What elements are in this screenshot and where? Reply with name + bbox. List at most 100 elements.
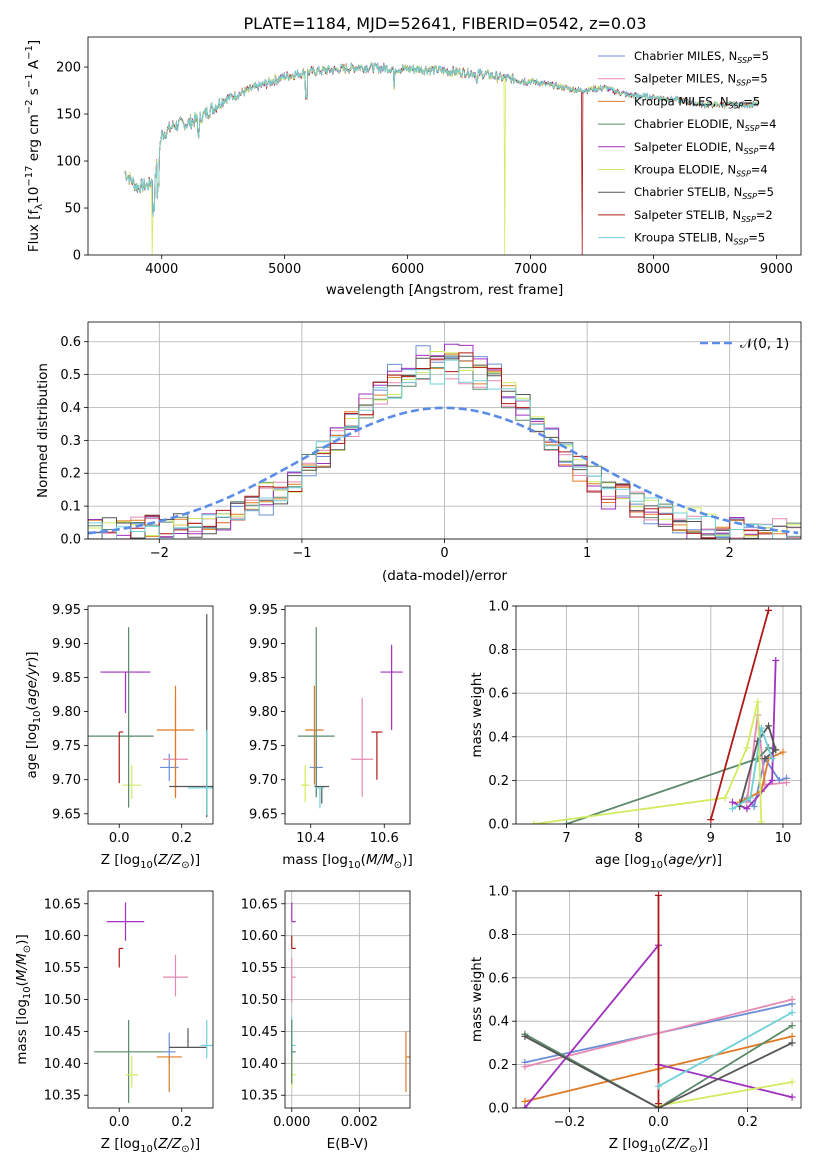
mass_vs_Z-axes: 0.0 0.2 10.35 10.40 10.45 10.50 10.55 10.60 10.6… xyxy=(44,897,192,1130)
weight-marker-KM xyxy=(779,748,787,756)
x-tick-label: 6000 xyxy=(391,262,424,277)
y-axis-label: Normed distribution xyxy=(35,363,51,498)
age_vs_mass-axes: 10.4 10.6 9.65 9.70 9.75 9.80 9.85 9.90 9.95 xyxy=(249,603,399,846)
weight-marker-KS xyxy=(655,1082,662,1090)
weight-marker-KS xyxy=(746,794,754,802)
weight-marker-SE xyxy=(768,776,776,784)
y-tick-label: 0.4 xyxy=(488,1015,509,1030)
x-tick-label: 10.6 xyxy=(370,831,399,846)
mass_vs_EBV-axes: 0.000 0.002 10.35 10.40 10.45 10.50 10.55 10.60… xyxy=(241,891,410,1130)
y-tick-label: 200 xyxy=(56,61,81,76)
x-tick-label: 0.0 xyxy=(109,831,130,846)
weight-marker-CS xyxy=(788,1039,796,1047)
x-tick-label: 0.2 xyxy=(171,1115,192,1130)
y-tick-label: 0.4 xyxy=(488,730,509,745)
x-tick-label: 0.000 xyxy=(273,1115,310,1130)
legend-label-normal: 𝒩(0, 1) xyxy=(740,336,789,352)
weight-marker-CM xyxy=(750,803,758,811)
x-tick-label: 9000 xyxy=(760,262,793,277)
y-tick-label: 0.0 xyxy=(488,818,509,833)
weight-line-CE xyxy=(524,1024,793,1108)
y-tick-label: 0 xyxy=(73,249,81,264)
y-tick-label: 0.8 xyxy=(488,928,509,943)
y-tick-label: 9.80 xyxy=(52,705,81,720)
x-axis-label: (data-model)/error xyxy=(382,568,508,584)
y-tick-label: 9.90 xyxy=(52,637,81,652)
y-axis-label: age [log10(age/yr)] xyxy=(24,651,43,778)
x-axis-label: Z [log10(Z/Z⊙)] xyxy=(101,1136,200,1155)
weight-marker-SE xyxy=(788,1093,796,1101)
y-tick-label: 10.45 xyxy=(44,1025,81,1040)
y-tick-label: 9.75 xyxy=(52,739,81,754)
legend-label-KE: Kroupa ELODIE, NSSP=4 xyxy=(634,163,768,179)
y-tick-label: 9.70 xyxy=(249,773,278,788)
weight-marker-KE xyxy=(757,818,765,824)
legend-label-CM: Chabrier MILES, NSSP=5 xyxy=(634,49,769,65)
weight-marker-SM xyxy=(788,996,796,1003)
y-tick-label: 150 xyxy=(56,108,81,123)
y-tick-label: 0.6 xyxy=(488,971,509,986)
mass_vs_EBV-marks xyxy=(291,902,410,1093)
weight-marker-KE xyxy=(721,794,729,802)
y-tick-label: 10.60 xyxy=(44,929,81,944)
weight-marker-CS xyxy=(772,746,780,754)
weight-marker-SM xyxy=(783,779,791,787)
y-tick-label: 10.40 xyxy=(241,1057,278,1072)
weight-marker-SS xyxy=(655,1100,662,1108)
weight-marker-KM xyxy=(788,1032,796,1040)
y-tick-label: 10.55 xyxy=(241,961,278,976)
y-tick-label: 9.75 xyxy=(249,739,278,754)
x-axis-label: Z [log10(Z/Z⊙)] xyxy=(609,1136,708,1155)
chart-layer: 4000 5000 6000 7000 8000 9000050100150200wave… xyxy=(14,36,802,1155)
weight-marker-SM xyxy=(521,1063,529,1071)
histogram-CS xyxy=(88,355,801,539)
weight-marker-CE xyxy=(788,1022,796,1030)
y-tick-label: 0.5 xyxy=(60,368,81,383)
y-axis-label: mass weight xyxy=(469,957,485,1042)
y-tick-label: 10.50 xyxy=(44,993,81,1008)
age_vs_mass-marks xyxy=(297,627,403,809)
weight-marker-SE xyxy=(743,805,751,813)
weight_vs_age-axes: 7 8 9 10 0.0 0.2 0.4 0.6 0.8 1.0 xyxy=(488,600,801,846)
y-tick-label: 0.0 xyxy=(488,1102,509,1117)
weight-marker-KE xyxy=(743,744,751,752)
plot-frame xyxy=(87,890,214,1109)
x-tick-label: 7 xyxy=(562,831,570,846)
y-tick-label: 0.4 xyxy=(60,401,81,416)
y-tick-label: 10.65 xyxy=(241,897,278,912)
y-tick-label: 50 xyxy=(64,202,81,217)
x-axis-label: Z [log10(Z/Z⊙)] xyxy=(101,852,200,871)
spectrum-line-KS xyxy=(124,61,759,217)
weight-marker-CS xyxy=(521,1032,529,1040)
x-tick-label: 10.4 xyxy=(296,831,325,846)
y-axis-label: mass weight xyxy=(469,672,485,757)
weight-marker-CS xyxy=(761,755,769,763)
y-tick-label: 0.6 xyxy=(60,335,81,350)
y-tick-label: 0.1 xyxy=(60,500,81,515)
y-tick-label: 0.2 xyxy=(488,774,509,789)
plot-frame xyxy=(87,36,802,256)
y-tick-label: 0.2 xyxy=(60,467,81,482)
weight-line-KE xyxy=(658,1081,793,1107)
x-tick-label: 0.0 xyxy=(648,1115,669,1130)
weight-marker-KE xyxy=(754,698,762,706)
weight_vs_Z-marks xyxy=(521,891,796,1108)
weight_vs_Z-axes: −0.2 0.0 0.2 0.0 0.2 0.4 0.6 0.8 1.0 xyxy=(488,885,801,1130)
x-axis-label: age [log10(age/yr)] xyxy=(595,852,722,871)
weight-marker-SS xyxy=(707,816,715,824)
y-tick-label: 1.0 xyxy=(488,885,509,900)
weight-marker-SE xyxy=(728,798,736,806)
x-tick-label: 10 xyxy=(775,831,792,846)
weight-marker-KS xyxy=(768,755,776,763)
plot-frame xyxy=(87,605,214,825)
plot-frame xyxy=(284,890,411,1109)
y-tick-label: 0.3 xyxy=(60,434,81,449)
x-tick-label: 0.002 xyxy=(341,1115,378,1130)
y-axis-label: mass [log10(M/M⊙)] xyxy=(14,934,33,1064)
weight-line-CS xyxy=(524,1035,793,1108)
x-tick-label: 4000 xyxy=(145,262,178,277)
weight-marker-CS xyxy=(765,722,773,730)
weight-line-SE xyxy=(732,660,777,810)
x-tick-label: 5000 xyxy=(268,262,301,277)
